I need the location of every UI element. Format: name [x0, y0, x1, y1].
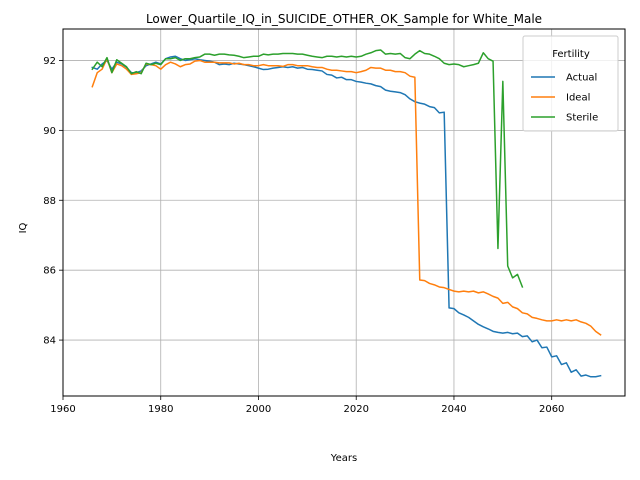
y-tick-label: 90 — [43, 126, 56, 137]
y-axis: 84 86 88 90 92 — [43, 56, 63, 347]
y-tick-label: 84 — [43, 336, 56, 347]
y-tick-label: 88 — [43, 196, 56, 207]
x-tick-label: 2000 — [246, 404, 271, 415]
series-line-ideal — [91, 57, 602, 336]
x-tick-label: 2040 — [441, 404, 466, 415]
x-axis-label: Years — [330, 453, 357, 464]
series-line-actual — [91, 55, 602, 378]
x-tick-label: 1960 — [50, 404, 75, 415]
y-tick-label: 92 — [43, 56, 56, 67]
legend-label-ideal: Ideal — [566, 93, 590, 104]
legend-items: Actual Ideal Sterile — [531, 73, 598, 124]
y-tick-label: 86 — [43, 266, 56, 277]
legend: Fertility Actual Ideal Sterile — [522, 35, 619, 132]
series-layer — [91, 49, 602, 378]
legend-label-actual: Actual — [566, 73, 597, 84]
x-axis: 1960 1980 2000 2020 2040 2060 — [50, 396, 564, 415]
x-tick-label: 2020 — [343, 404, 368, 415]
x-tick-label: 2060 — [539, 404, 564, 415]
chart-title: Lower_Quartile_IQ_in_SUICIDE_OTHER_OK_Sa… — [146, 12, 542, 26]
legend-label-sterile: Sterile — [566, 113, 598, 124]
y-axis-label: IQ — [18, 222, 29, 233]
plot-frame — [62, 28, 626, 397]
legend-frame — [522, 35, 619, 132]
x-tick-label: 1980 — [148, 404, 173, 415]
series-line-sterile — [91, 49, 524, 288]
legend-title: Fertility — [552, 49, 590, 60]
